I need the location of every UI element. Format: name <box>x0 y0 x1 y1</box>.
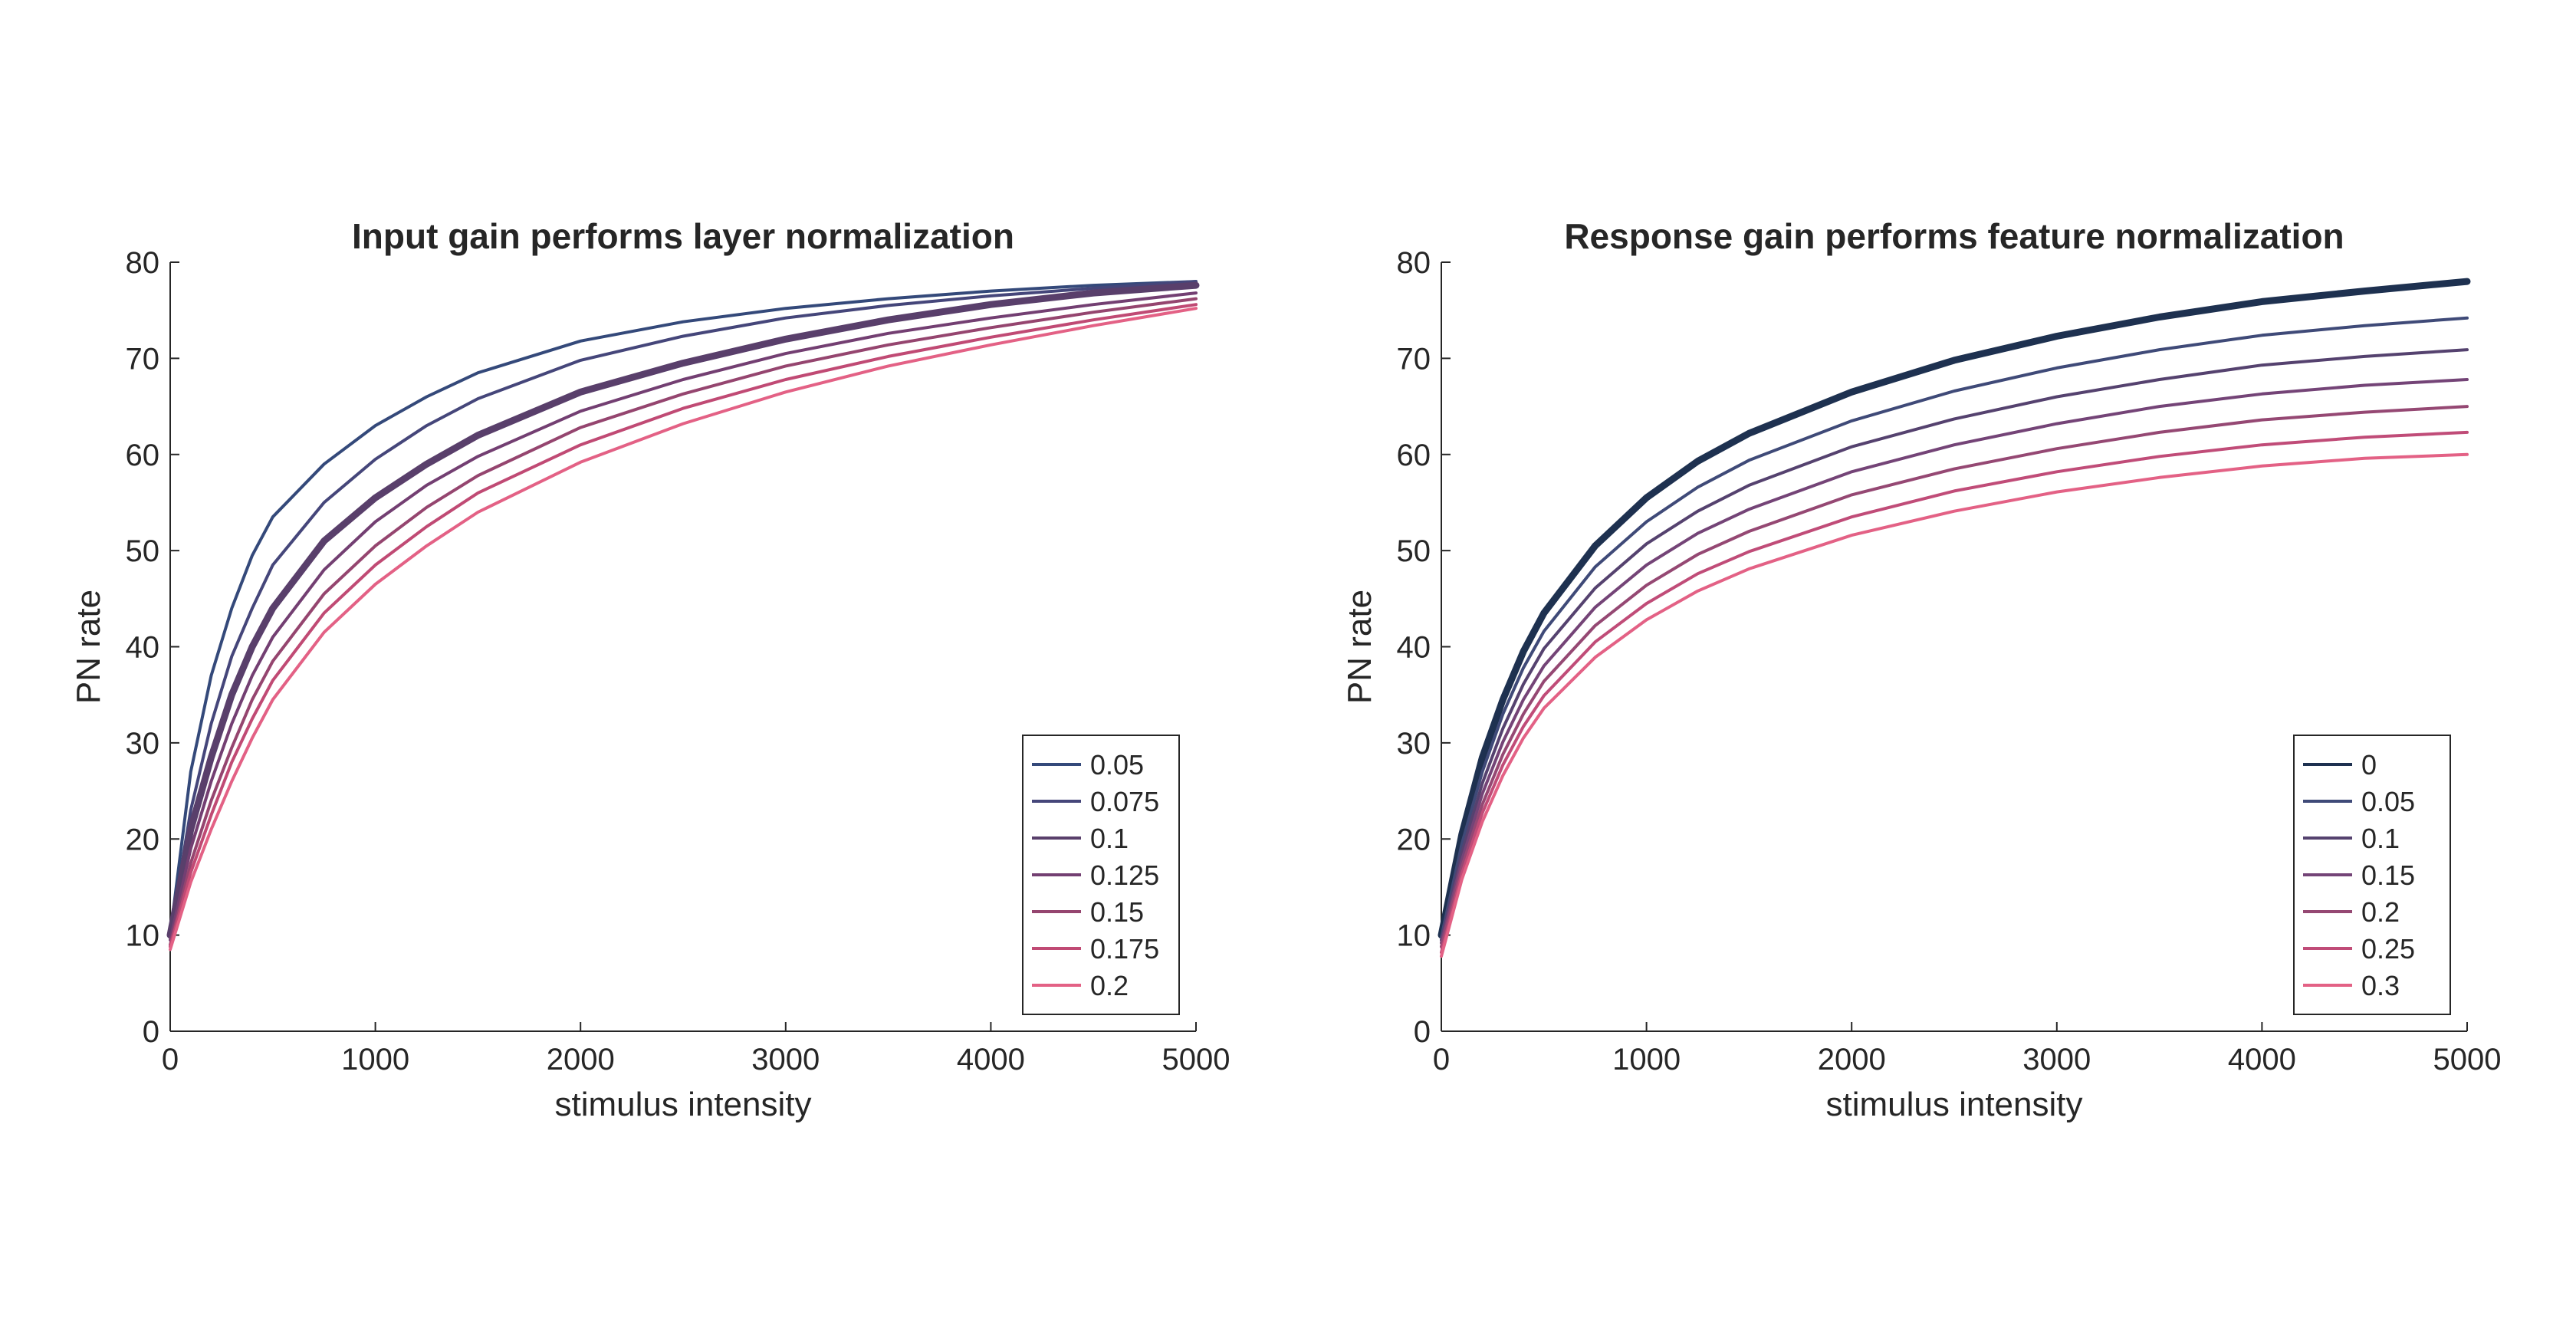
x-axis-label: stimulus intensity <box>554 1086 811 1123</box>
y-tick-label: 40 <box>126 631 160 665</box>
y-tick-label: 60 <box>1397 439 1431 472</box>
legend-entry: 0.3 <box>2361 970 2400 1001</box>
x-tick-label: 1000 <box>1612 1043 1681 1076</box>
x-tick-label: 3000 <box>2022 1043 2091 1076</box>
series-line-0-25 <box>1440 430 2469 955</box>
x-tick-label: 1000 <box>341 1043 409 1076</box>
legend-entry: 0.2 <box>1090 970 1129 1001</box>
legend-entry: 0.125 <box>1090 859 1159 891</box>
y-tick-label: 10 <box>1397 919 1431 953</box>
chart-title: Input gain performs layer normalization <box>352 216 1014 256</box>
series-line-0-15 <box>1440 378 2469 945</box>
x-axis-label: stimulus intensity <box>1825 1086 2082 1123</box>
y-tick-label: 0 <box>1414 1015 1431 1049</box>
series-line-0-1 <box>1440 348 2469 942</box>
series-line-0-1 <box>166 281 1200 939</box>
y-tick-label: 80 <box>1397 246 1431 280</box>
x-tick-label: 4000 <box>2228 1043 2296 1076</box>
series-line-0-05 <box>169 280 1198 937</box>
y-tick-label: 10 <box>126 919 160 953</box>
y-tick-label: 40 <box>1397 631 1431 665</box>
legend-entry: 0 <box>2361 749 2377 781</box>
y-tick-label: 70 <box>126 342 160 376</box>
chart-response-gain: Response gain performs feature normaliza… <box>1341 216 2501 1123</box>
series-line-0-125 <box>169 291 1198 942</box>
legend-entry: 0.1 <box>1090 823 1129 854</box>
y-tick-label: 20 <box>1397 823 1431 856</box>
y-tick-label: 20 <box>126 823 160 856</box>
x-tick-label: 2000 <box>1818 1043 1886 1076</box>
legend-entry: 0.075 <box>1090 786 1159 817</box>
chart-input-gain: Input gain performs layer normalization 0… <box>70 216 1230 1123</box>
x-tick-label: 2000 <box>547 1043 615 1076</box>
y-axis-label: PN rate <box>70 590 107 704</box>
series-line-0-175 <box>169 303 1198 948</box>
y-tick-label: 60 <box>126 439 160 472</box>
legend-entry: 0.175 <box>1090 933 1159 965</box>
y-tick-label: 50 <box>126 534 160 568</box>
x-tick-label: 0 <box>162 1043 179 1076</box>
y-tick-label: 80 <box>126 246 160 280</box>
x-tick-label: 3000 <box>751 1043 820 1076</box>
y-axis-label: PN rate <box>1341 590 1378 704</box>
x-tick-label: 4000 <box>957 1043 1025 1076</box>
x-tick-label: 5000 <box>1162 1043 1230 1076</box>
y-tick-label: 30 <box>1397 727 1431 761</box>
legend-entry: 0.05 <box>2361 786 2415 817</box>
x-tick-label: 0 <box>1433 1043 1450 1076</box>
series-line-0-075 <box>169 280 1198 937</box>
legend-entry: 0.1 <box>2361 823 2400 854</box>
series-line-0-2 <box>169 307 1198 952</box>
x-tick-label: 5000 <box>2433 1043 2502 1076</box>
y-tick-label: 0 <box>143 1015 159 1049</box>
y-tick-label: 70 <box>1397 342 1431 376</box>
y-tick-label: 30 <box>126 727 160 761</box>
series-line-0 <box>1438 278 2471 939</box>
series-line-0-15 <box>169 297 1198 947</box>
y-tick-label: 50 <box>1397 534 1431 568</box>
legend-entry: 0.2 <box>2361 896 2400 928</box>
series-line-0-3 <box>1440 452 2469 958</box>
legend-entry: 0.25 <box>2361 933 2415 965</box>
series-line-0-05 <box>1440 316 2469 939</box>
series-line-0-2 <box>1440 405 2469 948</box>
legend-entry: 0.15 <box>1090 896 1144 928</box>
legend-entry: 0.05 <box>1090 749 1144 781</box>
legend-entry: 0.15 <box>2361 859 2415 891</box>
chart-title: Response gain performs feature normaliza… <box>1564 216 2344 256</box>
